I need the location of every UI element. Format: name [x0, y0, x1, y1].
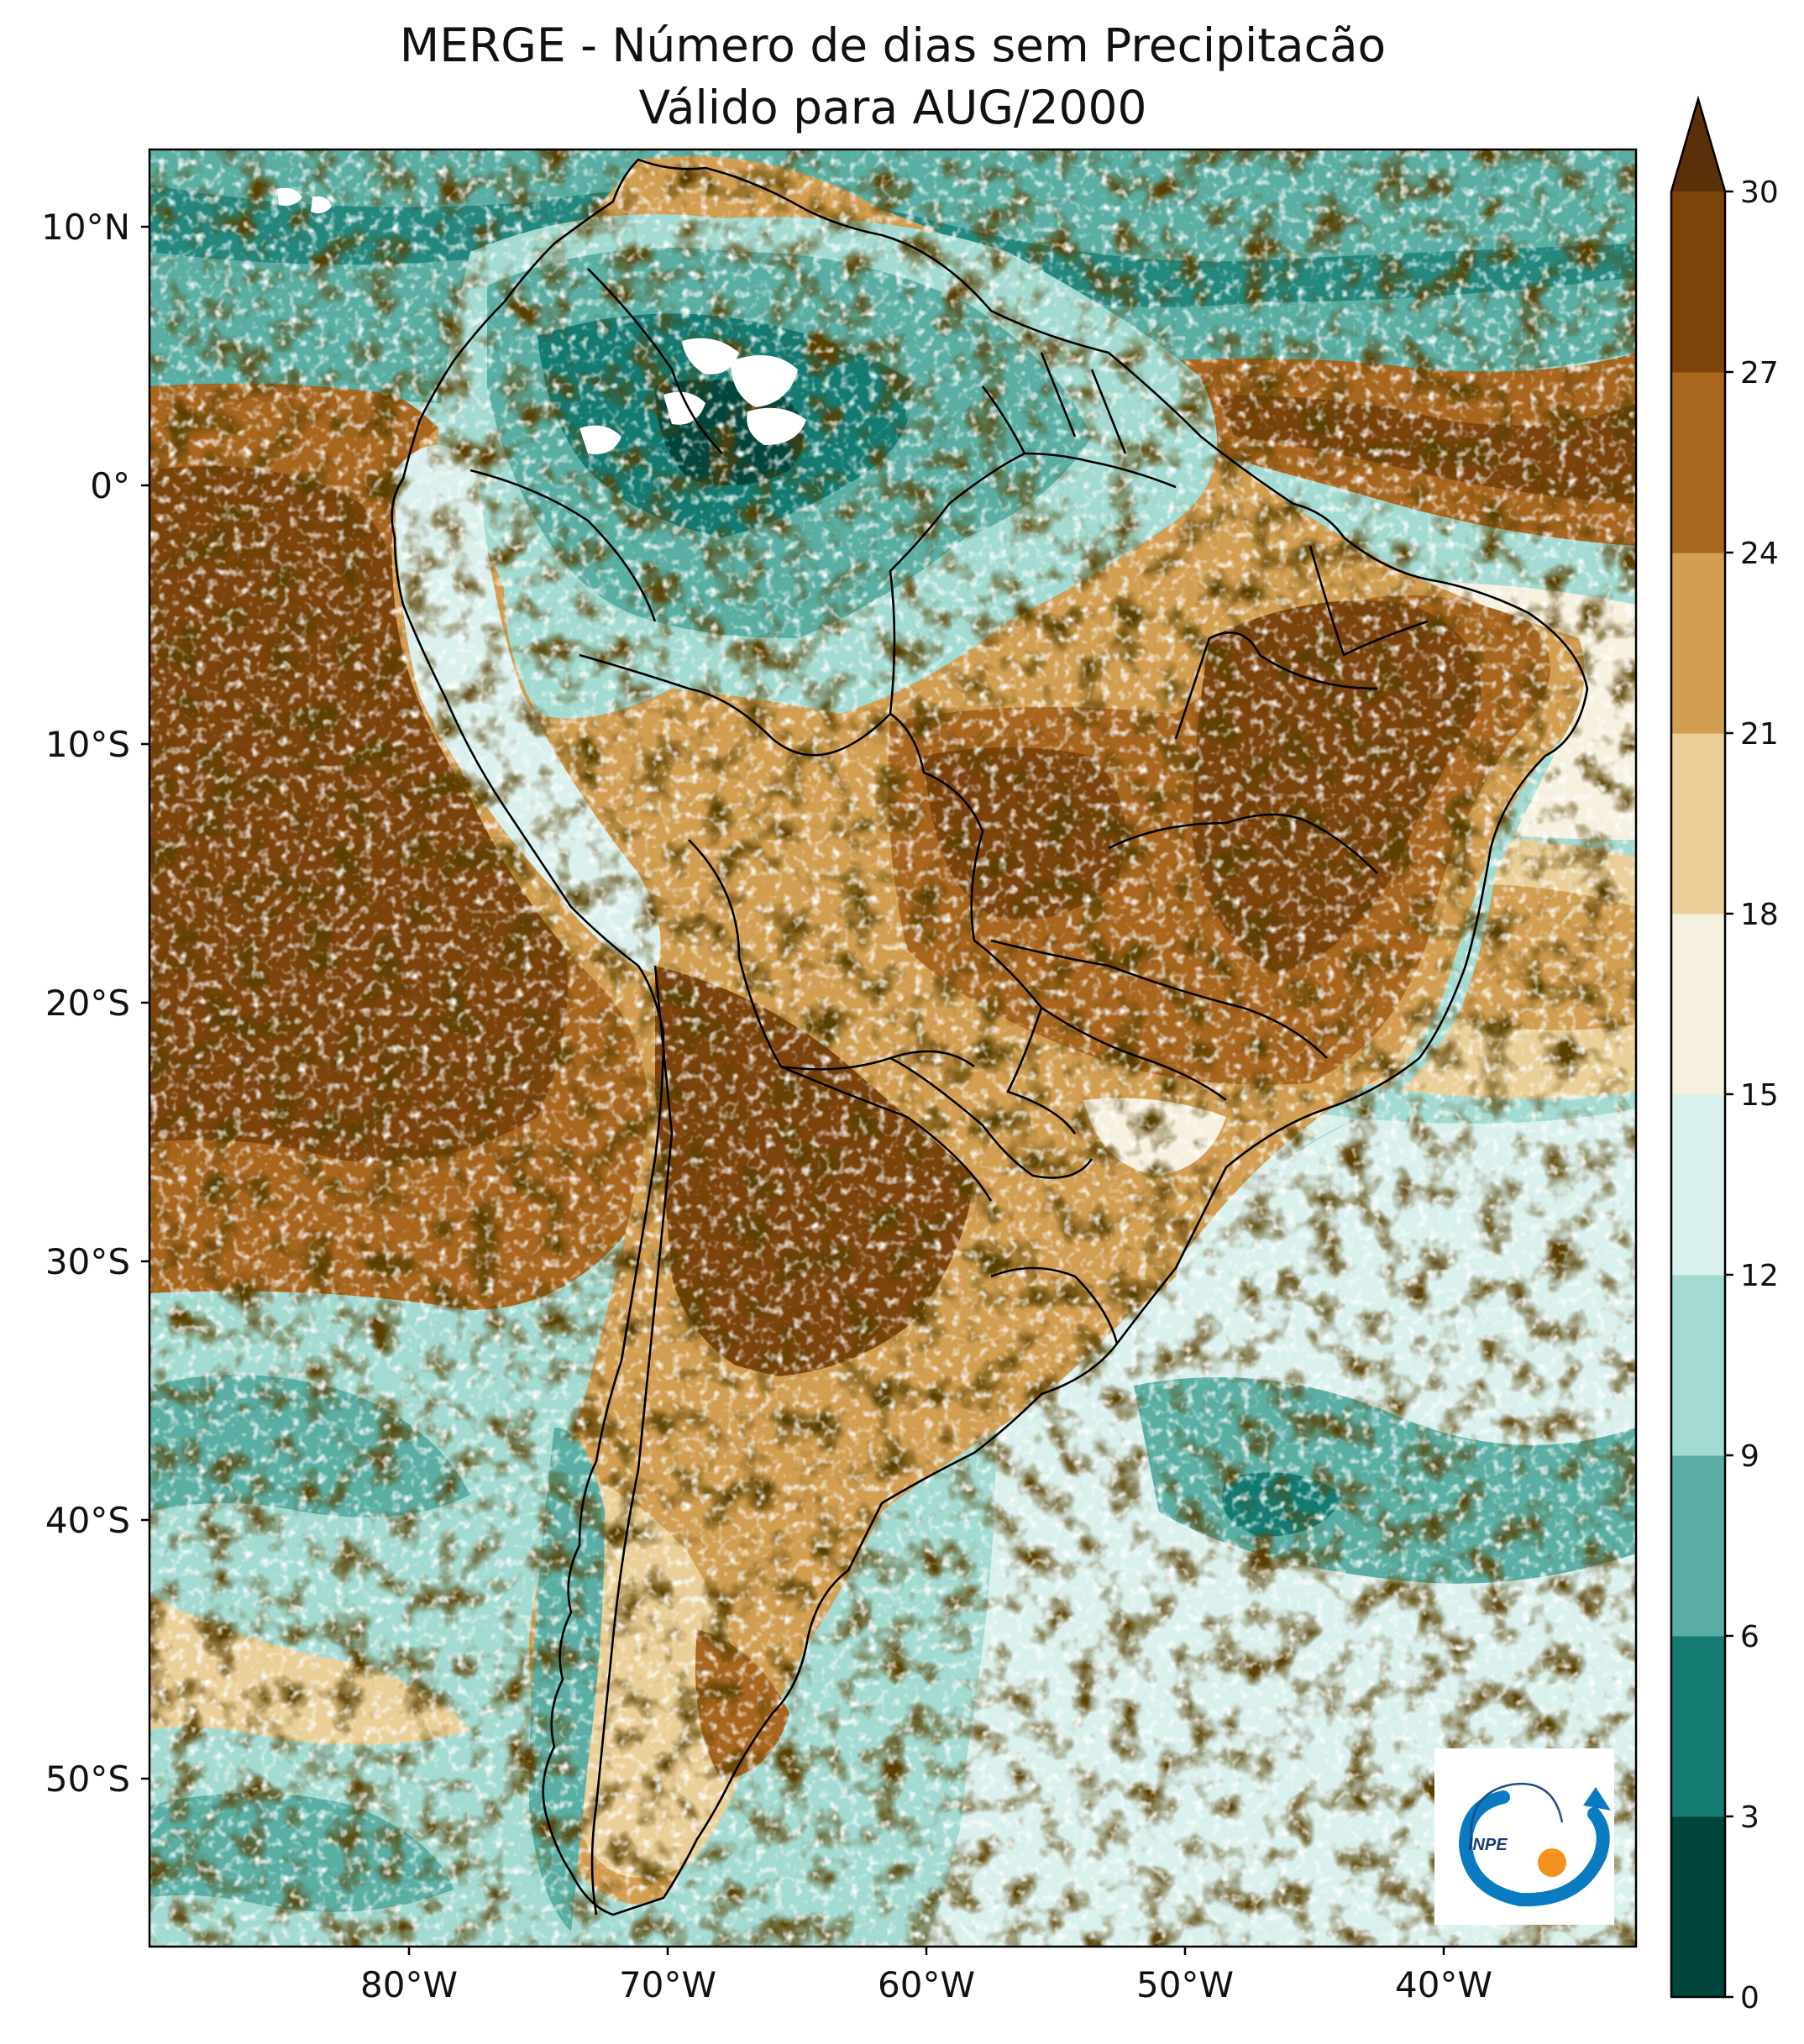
colorbar-extend-arrow: [1671, 99, 1725, 191]
lon-label-60w: 60°W: [878, 1964, 975, 2005]
border-brazil-states-3: [990, 939, 1328, 1059]
colorbar-segment: [1671, 1275, 1725, 1456]
colorbar-tick-label: 24: [1740, 537, 1779, 571]
map-title: MERGE - Número de dias sem Precipitacão: [399, 18, 1387, 72]
lon-label-70w: 70°W: [619, 1964, 716, 2005]
border-argentina-north: [780, 1065, 993, 1202]
colorbar-segment: [1671, 1094, 1725, 1276]
border-brazil-west: [579, 653, 1077, 1135]
colorbar-segment: [1671, 1455, 1725, 1637]
border-guianas: [981, 352, 1127, 454]
logo-swoosh-icon: [1458, 1790, 1610, 1907]
colorbar-segment: [1671, 372, 1725, 553]
border-uruguay: [990, 1266, 1119, 1344]
colorbar-ticks: 0 3 6 9 12 15 18 21 24 27 30: [1725, 176, 1779, 2015]
colorbar-tick-label: 3: [1740, 1800, 1759, 1835]
colorbar-segment: [1671, 914, 1725, 1095]
logo-arrow-icon: [1583, 1787, 1611, 1811]
colorbar-tick-label: 27: [1740, 356, 1779, 390]
logo-sun-icon: [1538, 1848, 1566, 1877]
colorbar-tick-label: 12: [1740, 1259, 1779, 1293]
colorbar-segment: [1671, 1816, 1725, 1998]
lat-label-30s: 30°S: [45, 1241, 130, 1282]
border-brazil-states-4: [1041, 1006, 1227, 1102]
border-brazil-states-2: [1174, 632, 1378, 740]
colorbar-tick-label: 30: [1740, 176, 1779, 210]
lat-label-20s: 20°S: [45, 983, 130, 1024]
map-frame: [148, 148, 1638, 1948]
border-brazil-north: [889, 452, 1177, 715]
colorbar-tick-label: 9: [1740, 1439, 1759, 1474]
colorbar-tick-label: 6: [1740, 1620, 1759, 1654]
colorbar-segment: [1671, 733, 1725, 915]
inpe-logo: INPE: [1434, 1748, 1614, 1925]
border-andes: [590, 965, 674, 1916]
border-paraguay: [889, 1056, 1093, 1179]
lat-label-10n: 10°N: [41, 207, 130, 248]
border-colombia: [469, 268, 723, 622]
no-data-patches: [277, 187, 806, 454]
lon-label-40w: 40°W: [1395, 1964, 1492, 2005]
colorbar-segments: [1671, 191, 1725, 1998]
colorbar-segment: [1671, 1636, 1725, 1817]
longitude-axis: 80°W 70°W 60°W 50°W 40°W: [360, 1947, 1492, 2005]
lat-label-0: 0°: [90, 465, 130, 506]
logo-text: INPE: [1468, 1836, 1508, 1854]
colorbar-tick-label: 0: [1740, 1981, 1759, 2015]
lat-label-50s: 50°S: [45, 1758, 130, 1800]
border-brazil-states-1: [1108, 813, 1378, 874]
precipitation-map: [149, 149, 1636, 1947]
lat-label-10s: 10°S: [45, 724, 130, 765]
lon-label-80w: 80°W: [360, 1964, 458, 2005]
colorbar: 0 3 6 9 12 15 18 21 24 27 30: [1670, 95, 1779, 2015]
border-bolivia: [688, 839, 975, 1071]
logo-orbit-icon: [1469, 1782, 1564, 1848]
country-borders: [391, 158, 1589, 1916]
south-america-coastline: [391, 158, 1589, 1916]
latitude-axis: 10°N 0° 10°S 20°S 30°S 40°S 50°S: [41, 207, 149, 1800]
colorbar-segment: [1671, 553, 1725, 734]
map-subtitle: Válido para AUG/2000: [638, 81, 1147, 134]
colorbar-tick-label: 21: [1740, 717, 1779, 752]
colorbar-segment: [1671, 191, 1725, 373]
lat-label-40s: 40°S: [45, 1500, 130, 1541]
lon-label-50w: 50°W: [1136, 1964, 1234, 2005]
border-brazil-states-5: [1308, 545, 1429, 657]
colorbar-tick-label: 18: [1740, 898, 1779, 932]
colorbar-tick-label: 15: [1740, 1078, 1779, 1113]
